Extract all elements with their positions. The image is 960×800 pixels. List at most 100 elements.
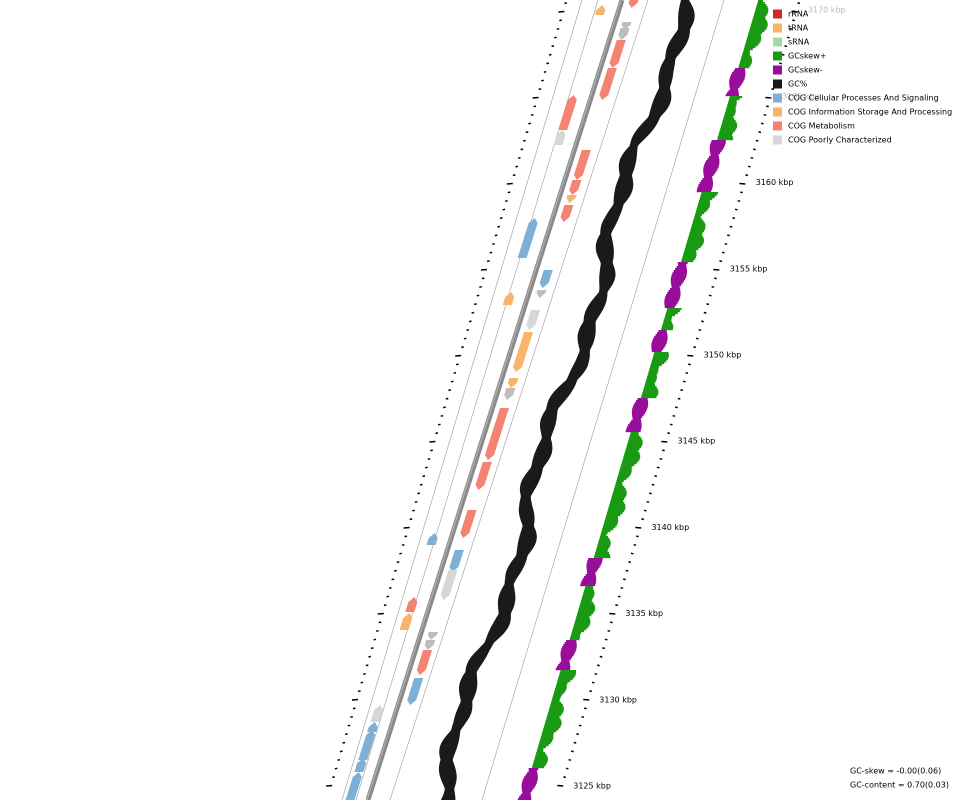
tick [326, 784, 333, 787]
gc-skew-negative [668, 290, 681, 293]
tick [471, 311, 475, 314]
tick [682, 380, 686, 383]
gc-skew-negative [519, 796, 532, 799]
tick [523, 139, 526, 142]
tick [443, 406, 446, 409]
gc-skew-positive [626, 446, 642, 449]
tick [661, 440, 668, 443]
gc-skew-negative [665, 296, 681, 299]
tick [615, 604, 619, 607]
gc-skew-negative [703, 168, 718, 171]
gc-skew-positive [726, 106, 736, 109]
gc-skew-negative [666, 294, 681, 297]
gc-skew-positive [681, 258, 695, 261]
gc-skew-positive [580, 602, 594, 605]
gc-skew-positive [686, 244, 703, 247]
gc-skew-negative [733, 70, 746, 73]
gc-skew-positive [748, 32, 763, 35]
gc-skew-negative [631, 412, 646, 415]
legend-label: COG Metabolism [788, 122, 855, 131]
tick [391, 578, 395, 581]
axis-label: 3150 kbp [704, 351, 742, 360]
gene [416, 650, 433, 675]
tick [599, 655, 603, 658]
gc-skew-positive [618, 474, 631, 477]
gc-skew-positive [747, 34, 761, 37]
gc-skew-negative [585, 574, 596, 577]
tick [583, 698, 590, 701]
tick [628, 561, 632, 564]
tick [703, 311, 707, 314]
gc-skew-positive [661, 328, 673, 331]
gc-skew-positive [606, 514, 621, 517]
tick [620, 586, 624, 589]
gc-skew-negative [523, 778, 538, 781]
tick [695, 337, 699, 340]
gc-skew-positive [742, 52, 750, 55]
gc-skew-negative [669, 288, 681, 291]
gc-skew-positive [581, 600, 592, 603]
gc-skew-positive [751, 22, 768, 25]
gc-skew-negative [672, 272, 687, 275]
gc-skew-positive [758, 0, 763, 3]
gc-skew-positive [602, 528, 614, 531]
ring-line [481, 0, 725, 800]
gc-skew-negative [625, 430, 641, 433]
gene [573, 150, 591, 180]
gc-skew-positive [682, 256, 697, 259]
axis-label: 3135 kbp [625, 609, 663, 618]
gc-skew-positive [555, 688, 567, 691]
tick [711, 285, 715, 288]
gc-skew-negative [560, 650, 576, 653]
tick [576, 733, 579, 736]
gc-skew-negative [703, 166, 719, 169]
gc-skew-positive [536, 752, 546, 755]
gc-skew-negative [728, 90, 739, 93]
gc-skew-positive [720, 126, 737, 129]
gc-skew-negative [586, 566, 600, 569]
gc-skew-positive [723, 116, 734, 119]
gc-skew-positive [535, 754, 547, 757]
gc-skew-positive [750, 24, 768, 27]
gc-skew-negative [732, 72, 746, 75]
gc-skew-negative [671, 276, 687, 279]
gene [502, 292, 515, 305]
gc-skew-negative [632, 418, 641, 421]
gc-skew-negative [710, 144, 725, 147]
tick [401, 543, 405, 546]
gc-skew-positive [543, 728, 559, 731]
legend-label: tRNA [788, 24, 809, 33]
gc-skew-negative [730, 88, 739, 91]
tick [594, 672, 598, 675]
gc-skew-positive [534, 758, 548, 761]
gc-skew-positive [642, 390, 659, 393]
tick [429, 440, 436, 443]
tick [507, 191, 511, 194]
tick [558, 10, 565, 13]
gc-skew-negative [671, 284, 682, 287]
gc-skew-negative [664, 304, 677, 307]
gc-skew-negative [702, 178, 713, 181]
tick [784, 45, 788, 48]
gc-skew-positive [728, 100, 737, 103]
gc-skew-negative [651, 342, 667, 345]
gc-skew-positive [628, 438, 642, 441]
tick [525, 131, 529, 134]
tick [672, 414, 676, 417]
gc-skew-negative [580, 582, 596, 585]
gene [405, 597, 418, 612]
gc-skew-negative [633, 404, 649, 407]
gc-skew-negative [629, 422, 642, 425]
gc-skew-positive [687, 238, 704, 241]
gc-skew-positive [601, 532, 608, 535]
gc-skew-negative [655, 334, 668, 337]
gc-skew-positive [695, 212, 705, 215]
gene [513, 332, 534, 372]
gc-skew-positive [609, 504, 626, 507]
gc-skew-positive [661, 326, 674, 329]
gene [485, 408, 509, 460]
tick [765, 96, 772, 99]
gc-skew-negative [637, 398, 648, 401]
tick [515, 165, 519, 168]
gc-skew-positive [644, 386, 657, 389]
